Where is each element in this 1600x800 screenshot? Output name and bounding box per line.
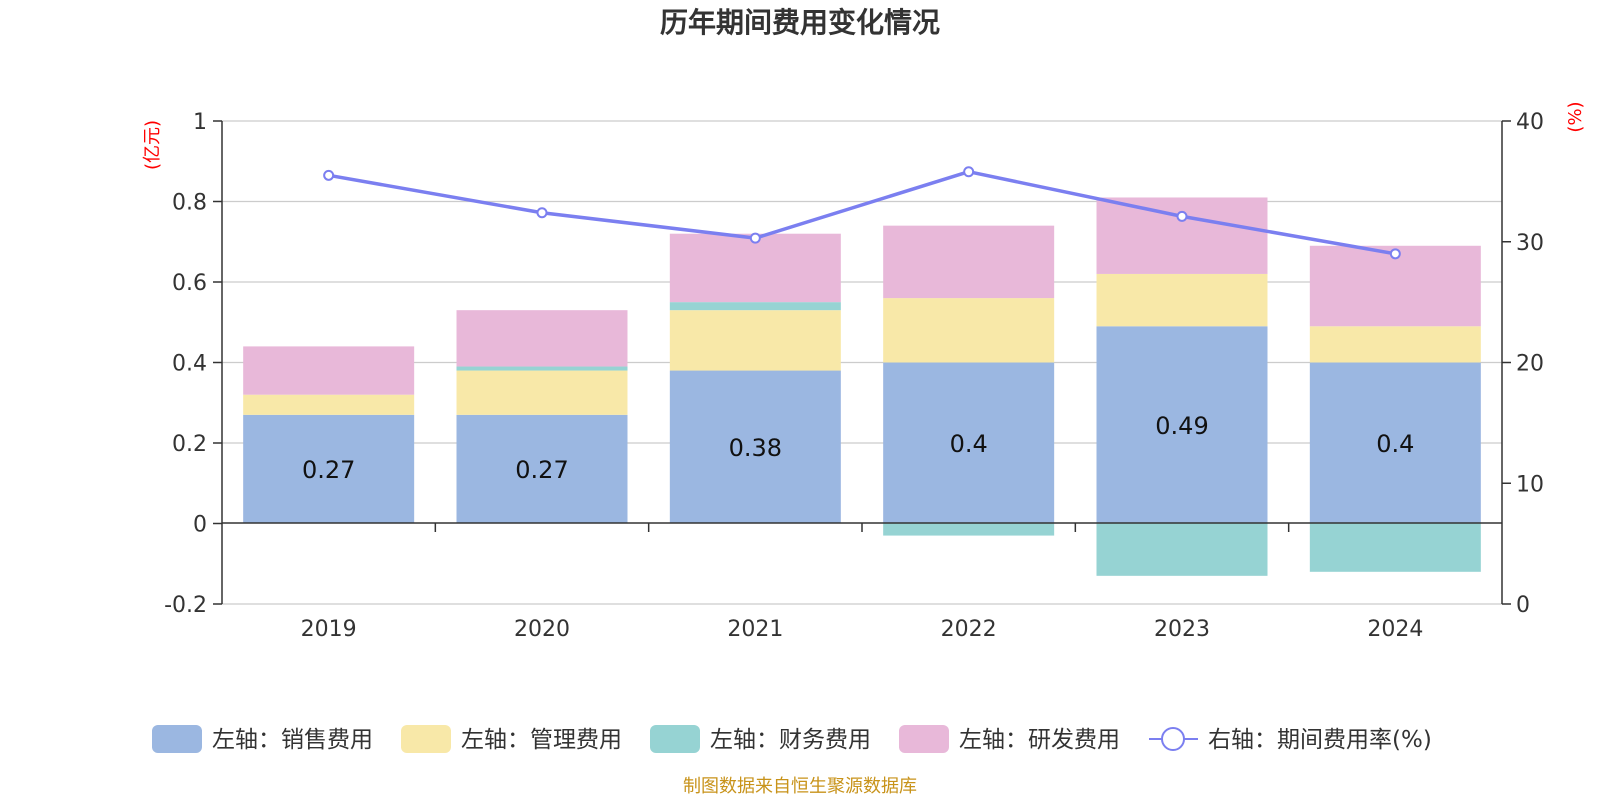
legend-swatch-finance	[650, 725, 700, 753]
bar-admin	[1309, 326, 1481, 363]
bar-rd	[669, 233, 841, 303]
bar-data-label: 0.27	[515, 456, 568, 484]
legend-label-rd: 左轴：研发费用	[959, 727, 1120, 753]
bar-admin	[883, 298, 1055, 363]
right-axis-tick-label: 20	[1516, 352, 1544, 377]
bar-sales	[669, 370, 841, 524]
bar-finance	[669, 302, 841, 311]
rate-line	[328, 169, 1396, 256]
legend-swatch-rate-marker	[1161, 727, 1185, 751]
legend-label-rate: 右轴：期间费用率(%)	[1208, 727, 1432, 753]
bar-admin	[669, 310, 841, 371]
bar-rd	[243, 346, 415, 395]
bar-finance	[883, 523, 1055, 536]
bar-admin	[456, 370, 628, 415]
legend-swatch-rd	[899, 725, 949, 753]
bar-finance	[456, 366, 628, 371]
chart-title: 历年期间费用变化情况	[660, 6, 940, 39]
left-axis-unit: (亿元)	[142, 120, 163, 170]
bar-sales	[1096, 326, 1268, 524]
x-axis-tick-label: 2021	[727, 617, 783, 642]
x-axis-tick-label: 2020	[514, 617, 570, 642]
data-source-note: 制图数据来自恒生聚源数据库	[683, 776, 917, 797]
x-axis-tick-label: 2022	[941, 617, 997, 642]
rate-point	[749, 232, 761, 244]
legend: 左轴：销售费用 左轴：管理费用 左轴：财务费用 左轴：研发费用 右轴：期间费用率(%)	[152, 725, 1432, 753]
x-axis-tick-label: 2023	[1154, 617, 1210, 642]
bar-data-label: 0.4	[950, 430, 988, 458]
bar-sales	[243, 414, 415, 524]
legend-swatch-admin	[401, 725, 451, 753]
right-axis-tick-label: 40	[1516, 110, 1544, 135]
bar-admin	[243, 394, 415, 415]
left-axis-tick-label: 0.4	[172, 352, 207, 377]
axes: 1 0.8 0.6 0.4 0.2 0 -0.2 40 30 20 10 0 2019 2020 2021 2…	[164, 110, 1544, 642]
bar-data-label: 0.49	[1155, 412, 1208, 440]
left-axis-tick-label: 0.8	[172, 191, 207, 216]
right-axis-tick-label: 0	[1516, 593, 1530, 618]
bar-sales	[456, 414, 628, 524]
x-axis-tick-label: 2024	[1367, 617, 1423, 642]
bar-admin	[1096, 273, 1268, 327]
gridlines	[222, 120, 1502, 605]
rate-line-group	[323, 166, 1401, 260]
rate-point	[323, 169, 335, 181]
x-axis-tick-label: 2019	[301, 617, 357, 642]
right-axis-tick-label: 30	[1516, 231, 1544, 256]
bar-rd	[1096, 197, 1268, 274]
legend-label-admin: 左轴：管理费用	[461, 727, 622, 753]
left-axis-tick-label: 1	[193, 110, 207, 135]
bar-finance	[1309, 523, 1481, 572]
bar-rd	[883, 225, 1055, 299]
left-axis-tick-label: -0.2	[164, 593, 207, 618]
rate-point	[1176, 210, 1188, 222]
left-axis-tick-label: 0	[193, 513, 207, 538]
bar-sales	[1309, 362, 1481, 524]
bar-data-label: 0.27	[302, 456, 355, 484]
legend-label-sales: 左轴：销售费用	[212, 727, 373, 753]
bar-sales	[883, 362, 1055, 524]
rate-point	[963, 166, 975, 178]
bar-rd	[456, 310, 628, 367]
left-axis-tick-label: 0.2	[172, 432, 207, 457]
right-axis-tick-label: 10	[1516, 472, 1544, 497]
rate-point	[536, 207, 548, 219]
bar-group: 0.27 0.27 0.38 0.4 0.49 0.4	[243, 197, 1481, 576]
legend-swatch-sales	[152, 725, 202, 753]
bar-data-label: 0.38	[729, 434, 782, 462]
left-axis-tick-label: 0.6	[172, 271, 207, 296]
right-axis-unit: (%)	[1565, 101, 1586, 132]
bar-finance	[1096, 523, 1268, 576]
rate-point	[1389, 248, 1401, 260]
bar-data-label: 0.4	[1376, 430, 1414, 458]
legend-label-finance: 左轴：财务费用	[710, 727, 871, 753]
